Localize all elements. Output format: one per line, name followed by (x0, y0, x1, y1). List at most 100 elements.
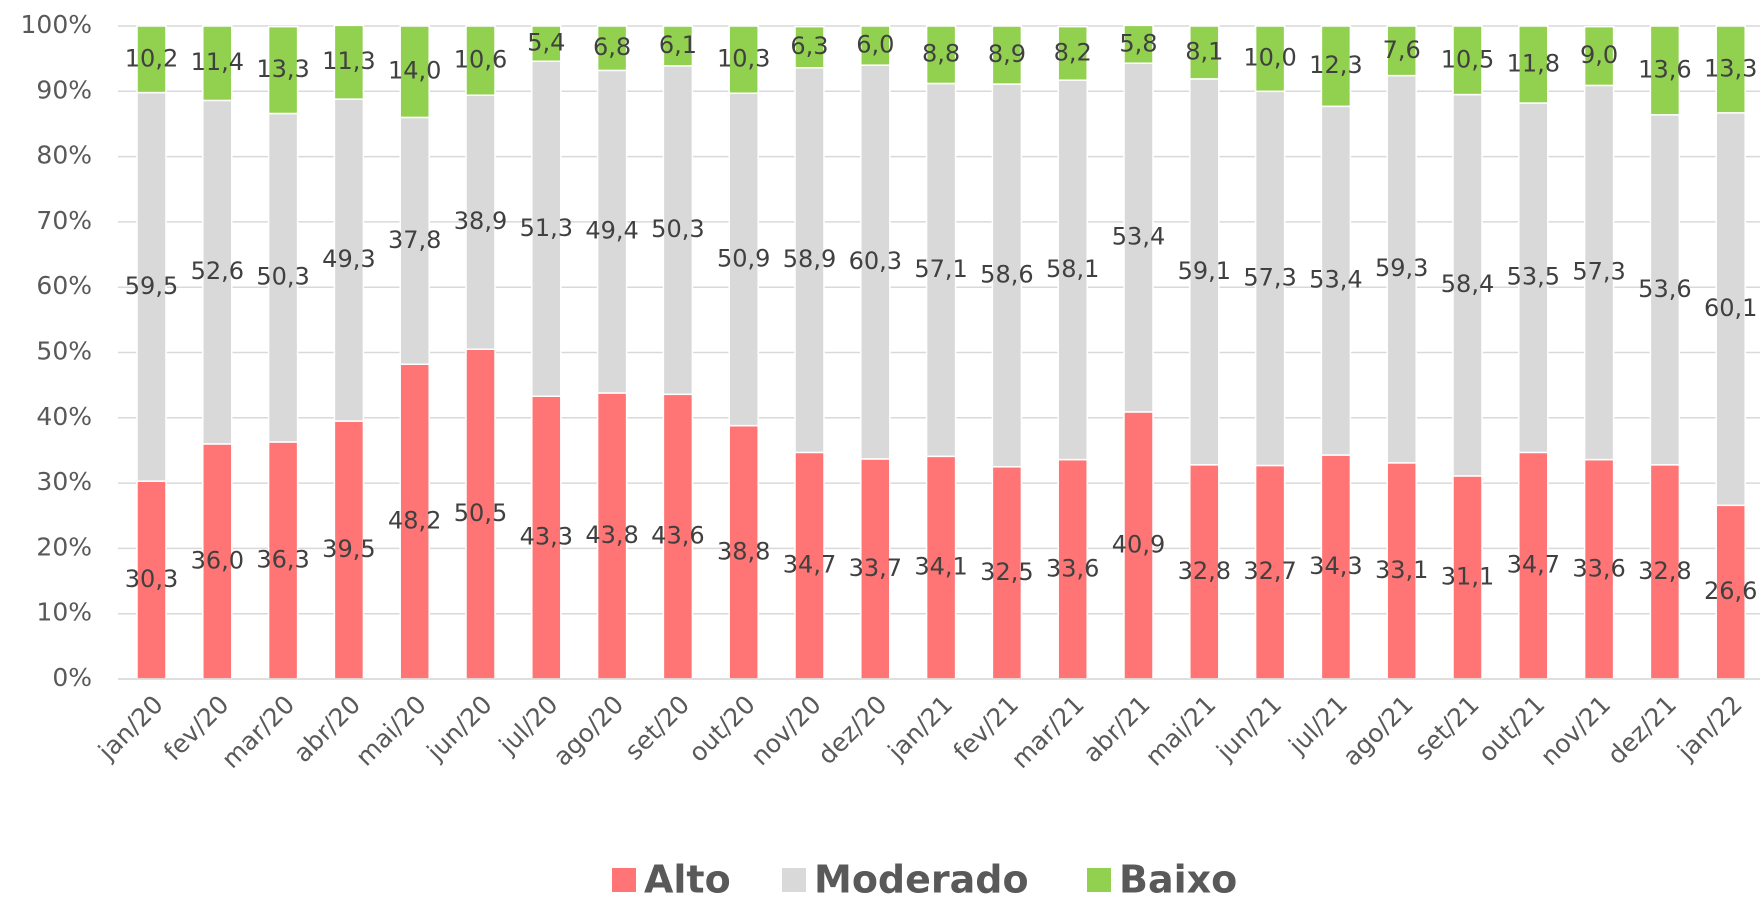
bar-segment (1189, 25, 1220, 80)
data-label: 38,8 (717, 537, 770, 565)
y-tick-label: 90% (36, 75, 92, 104)
data-label: 31,1 (1441, 562, 1494, 590)
data-label: 59,1 (1178, 257, 1231, 285)
x-tick-label: ago/20 (547, 690, 629, 772)
bar-segment (1452, 25, 1483, 96)
data-label: 58,4 (1441, 270, 1494, 298)
data-label: 32,8 (1178, 557, 1231, 585)
bar-segment (860, 25, 891, 66)
legend-label: Baixo (1119, 858, 1237, 902)
bar-segment (202, 443, 233, 680)
data-label: 43,8 (585, 521, 638, 549)
data-label: 6,0 (856, 31, 894, 59)
y-tick-label: 70% (36, 206, 92, 235)
x-tick-label: ago/21 (1337, 690, 1419, 772)
data-label: 32,5 (980, 558, 1033, 586)
bar-segment (267, 25, 299, 115)
bar-segment (399, 363, 430, 680)
bar-segment (991, 25, 1023, 85)
x-tick-label: jan/21 (882, 690, 959, 767)
data-label: 11,8 (1507, 50, 1560, 78)
bar-segment (1715, 25, 1746, 114)
data-label: 5,8 (1119, 29, 1157, 57)
legend-label: Alto (644, 858, 731, 902)
x-tick-label: jun/21 (1210, 690, 1287, 767)
data-label: 43,6 (651, 522, 704, 550)
x-tick-label: jan/20 (92, 690, 169, 767)
data-label: 48,2 (388, 507, 441, 535)
data-label: 8,8 (922, 40, 960, 68)
bar-segment (1123, 62, 1154, 413)
data-label: 59,5 (125, 272, 178, 300)
data-label: 14,0 (388, 57, 441, 85)
bar-segment (1649, 25, 1681, 116)
bar-segment (202, 25, 233, 102)
data-label: 50,3 (256, 263, 309, 291)
bar-segment (1649, 464, 1681, 680)
x-tick-label: dez/20 (812, 690, 892, 770)
y-tick-label: 80% (36, 141, 92, 170)
data-label: 13,3 (256, 55, 309, 83)
data-label: 10,2 (125, 44, 178, 72)
bar-segment (794, 67, 825, 454)
data-label: 8,1 (1185, 37, 1223, 65)
bar-segment (1189, 78, 1220, 466)
bar-segment (925, 82, 957, 458)
bar-segment (1123, 411, 1154, 680)
bar-segment (991, 83, 1023, 468)
data-label: 11,3 (322, 47, 375, 75)
y-tick-label: 0% (52, 663, 92, 692)
data-label: 58,9 (783, 245, 836, 273)
data-label: 33,7 (849, 554, 902, 582)
data-label: 50,3 (651, 215, 704, 243)
data-label: 32,8 (1638, 557, 1691, 585)
bar-segment (794, 451, 825, 680)
y-tick-label: 50% (36, 337, 92, 366)
data-label: 8,2 (1054, 38, 1092, 66)
data-label: 10,5 (1441, 45, 1494, 73)
bar-segment (860, 458, 891, 680)
bar-segment (136, 25, 167, 94)
data-label: 34,1 (914, 553, 967, 581)
bar-segment (333, 24, 365, 100)
x-tick-label: mai/20 (350, 690, 432, 772)
y-tick-label: 100% (21, 10, 92, 39)
bar-segment (1452, 93, 1483, 477)
legend-label: Moderado (814, 858, 1029, 902)
data-label: 57,1 (914, 255, 967, 283)
bar-segment (1254, 25, 1286, 93)
bar-segment (1057, 25, 1088, 81)
data-label: 11,4 (191, 48, 244, 76)
bar-segment (399, 116, 430, 366)
bar-segment (596, 25, 628, 72)
x-tick-label: mai/21 (1140, 690, 1222, 772)
bar-segment (1583, 84, 1615, 461)
data-label: 58,1 (1046, 255, 1099, 283)
bar-segment (1320, 25, 1352, 108)
bar-segment (465, 25, 496, 96)
data-label: 10,0 (1243, 44, 1296, 72)
bar-segment (136, 480, 167, 680)
data-label: 9,0 (1580, 41, 1618, 69)
y-tick-label: 10% (36, 598, 92, 627)
bar-segment (1583, 25, 1615, 87)
data-label: 57,3 (1572, 258, 1625, 286)
bar-segment (465, 94, 496, 350)
data-label: 6,1 (659, 31, 697, 59)
data-label: 6,8 (593, 33, 631, 61)
bar-segment (1123, 24, 1154, 64)
legend-swatch (1087, 868, 1111, 892)
bar-segment (465, 348, 496, 680)
bar-segment (728, 25, 759, 95)
data-label: 10,6 (454, 46, 507, 74)
bar-segment (1386, 462, 1417, 680)
bar-segment (1254, 90, 1286, 467)
data-label: 33,1 (1375, 556, 1428, 584)
data-label: 40,9 (1112, 530, 1165, 558)
x-tick-label: mar/20 (216, 690, 300, 774)
bar-segment (1715, 112, 1746, 507)
bar-segment (1518, 25, 1549, 104)
bar-segment (662, 25, 694, 67)
